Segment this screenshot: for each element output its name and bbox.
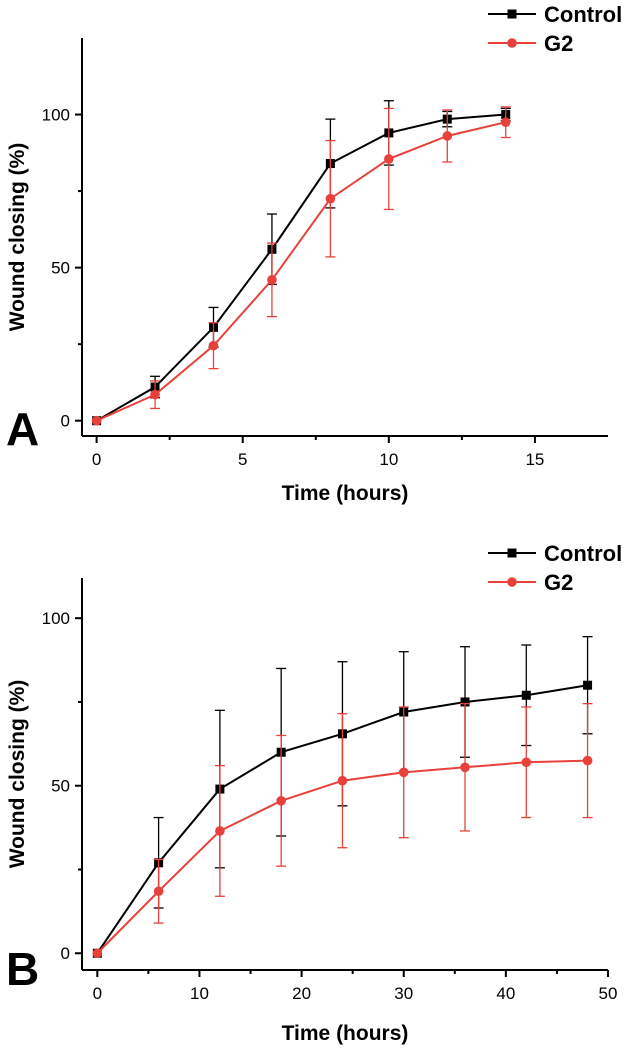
data-point-marker — [384, 154, 394, 164]
data-point-marker — [91, 415, 102, 426]
y-axis-title: Wound closing (%) — [6, 143, 29, 332]
data-point-marker — [153, 886, 164, 897]
legend-marker — [507, 38, 517, 48]
panel-label: A — [6, 403, 39, 455]
legend-label: Control — [544, 541, 622, 566]
y-axis-title: Wound closing (%) — [6, 680, 29, 869]
data-point-marker — [442, 131, 453, 141]
y-tick-label: 50 — [51, 777, 70, 796]
data-point-marker — [92, 948, 103, 959]
x-tick-label: 10 — [190, 984, 209, 1003]
data-point-marker — [215, 826, 225, 836]
y-tick-label: 0 — [61, 412, 70, 431]
data-point-marker — [267, 275, 277, 285]
x-tick-label: 50 — [599, 984, 618, 1003]
chart-panel-B: 0 10 20 30 40 50 0 50 100 Time (hours) Wound closi… — [6, 541, 622, 1045]
y-tick-label: 0 — [61, 944, 70, 963]
series-g2 — [91, 106, 511, 426]
x-tick-label: 0 — [92, 450, 101, 469]
x-tick-label: 5 — [238, 450, 247, 469]
legend-label: G2 — [544, 31, 573, 56]
series-g2 — [92, 702, 593, 959]
x-tick-label: 0 — [93, 984, 102, 1003]
x-axis-title: Time (hours) — [282, 482, 409, 505]
data-point-marker — [208, 340, 219, 351]
data-point-marker — [521, 757, 532, 768]
panel-label: B — [6, 943, 39, 995]
legend: Control G2 — [488, 2, 622, 56]
legend-marker — [507, 548, 517, 558]
y-tick-label: 100 — [42, 106, 70, 125]
x-axis-title: Time (hours) — [282, 1022, 409, 1045]
legend: Control G2 — [488, 541, 622, 595]
data-point-marker — [398, 767, 409, 778]
x-tick-label: 10 — [379, 450, 398, 469]
legend-label: G2 — [544, 570, 573, 595]
series-line — [96, 113, 506, 422]
series-line — [96, 121, 506, 422]
data-point-marker — [276, 796, 286, 806]
data-point-marker — [460, 762, 470, 773]
x-tick-label: 15 — [525, 450, 544, 469]
data-point-marker — [150, 389, 160, 400]
x-tick-label: 40 — [496, 984, 515, 1003]
data-point-marker — [325, 193, 336, 204]
legend-marker — [507, 9, 517, 19]
data-point-marker — [460, 697, 470, 707]
y-tick-label: 100 — [42, 609, 70, 628]
chart-panel-A: 0 5 10 15 0 50 100 Time (hours) Wound closing (%… — [6, 2, 622, 505]
x-tick-label: 30 — [394, 984, 413, 1003]
legend-marker — [507, 577, 517, 587]
data-point-marker — [583, 680, 593, 690]
y-tick-label: 50 — [51, 259, 70, 278]
data-point-marker — [500, 117, 511, 127]
data-point-marker — [582, 755, 593, 766]
legend-label: Control — [544, 2, 622, 27]
series-control — [92, 100, 511, 426]
x-tick-label: 20 — [292, 984, 311, 1003]
data-point-marker — [521, 690, 531, 700]
data-point-marker — [337, 775, 348, 786]
